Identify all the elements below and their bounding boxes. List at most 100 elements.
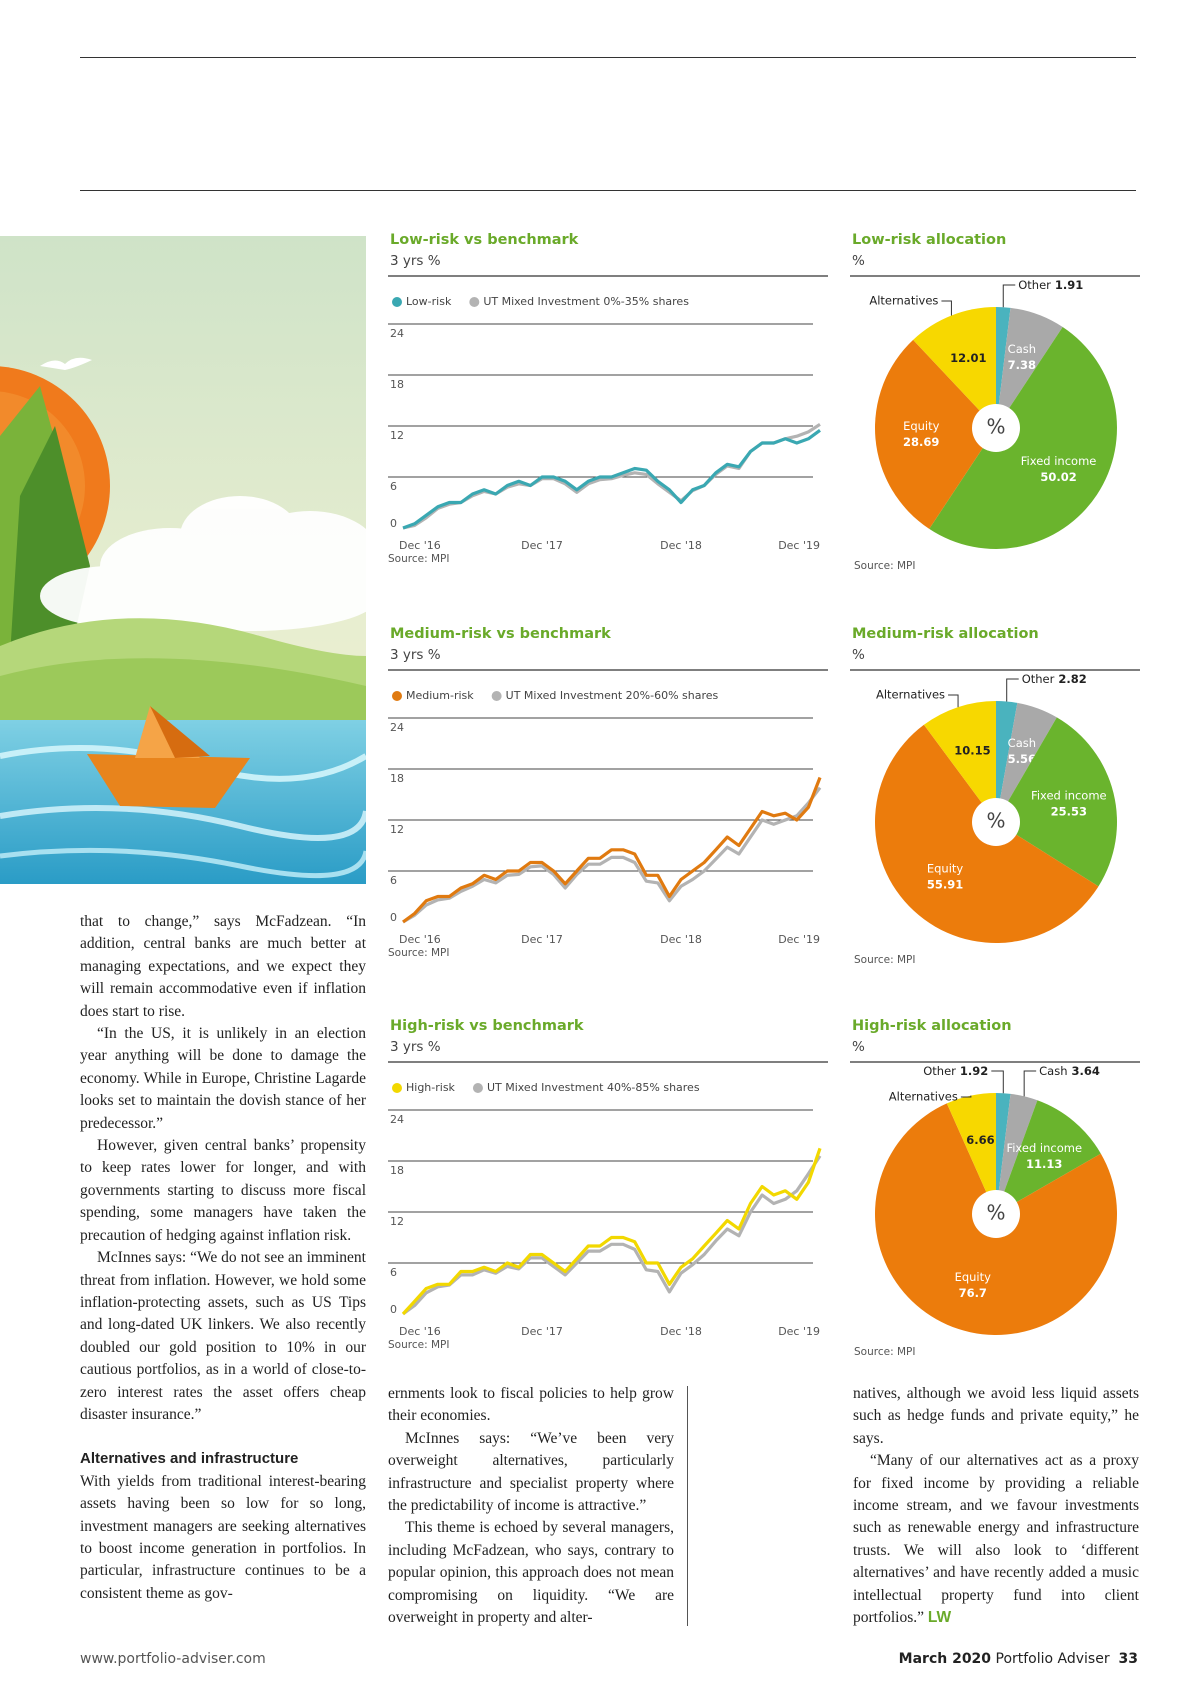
paragraph: However, given central banks’ propensity… — [80, 1137, 366, 1244]
source: Source: MPI — [388, 553, 449, 565]
paragraph: natives, although we avoid less liquid a… — [853, 1385, 1139, 1447]
paragraph: McInnes says: “We do not see an imminent… — [80, 1249, 366, 1423]
leader-line — [948, 694, 959, 708]
header-rule — [80, 190, 1136, 191]
publication: Portfolio Adviser — [995, 1651, 1110, 1667]
chart-title: High-risk allocation — [852, 1018, 1012, 1034]
chart-title: High-risk vs benchmark — [390, 1018, 584, 1034]
slice-name: Fixed income — [1031, 789, 1107, 803]
pie-slice — [946, 1093, 996, 1214]
slice-label: Cash 3.64 — [1039, 1064, 1100, 1078]
slice-value: 7.38 — [1008, 358, 1036, 372]
x-tick-label: Dec '16 — [399, 1325, 441, 1338]
pie-center — [972, 404, 1020, 452]
y-tick-label: 18 — [390, 772, 404, 785]
slice-name: Cash — [1039, 1064, 1067, 1078]
slice-value: 5.56 — [1008, 752, 1036, 766]
slice-value: 55.91 — [927, 878, 963, 892]
slice-name: Fixed income — [1021, 454, 1097, 468]
slice-label: Other 2.82 — [1022, 672, 1087, 686]
legend-label: UT Mixed Investment 0%-35% shares — [483, 295, 689, 308]
slice-name: Equity — [927, 862, 964, 876]
issue-date: March 2020 — [898, 1651, 992, 1667]
legend-swatch — [392, 1083, 402, 1093]
legend-swatch — [392, 691, 402, 701]
illustration — [0, 236, 366, 884]
slice-label: Other 1.91 — [1018, 278, 1083, 292]
legend-label: Low-risk — [406, 295, 452, 308]
signature: LW — [927, 1609, 952, 1627]
paragraph: “In the US, it is unlikely in an electio… — [80, 1025, 366, 1132]
y-tick-label: 24 — [390, 327, 404, 340]
pie-center-label: % — [986, 415, 1005, 439]
slice-value: 76.7 — [959, 1286, 987, 1300]
slice-value: 6.66 — [966, 1133, 994, 1147]
footer-issue: March 2020 Portfolio Adviser 33 — [899, 1651, 1138, 1667]
legend-label: UT Mixed Investment 40%-85% shares — [487, 1081, 700, 1094]
pie-center — [972, 1190, 1020, 1238]
legend-label: Medium-risk — [406, 689, 474, 702]
line-chart: Low-risk vs benchmark 3 yrs % Low-risk UT M… — [388, 232, 828, 565]
legend-swatch — [472, 1083, 483, 1093]
y-tick-label: 0 — [390, 911, 397, 924]
section-heading: Alternatives and infrastructure — [80, 1450, 299, 1468]
slice-value: 12.01 — [950, 351, 986, 365]
y-tick-label: 6 — [390, 1266, 397, 1279]
series-line — [401, 1147, 822, 1316]
pie-slice — [996, 307, 1011, 428]
slice-name: Cash — [1008, 342, 1036, 356]
slice-name: Other — [923, 1064, 956, 1078]
paragraph: “Many of our alternatives act as a proxy… — [853, 1452, 1139, 1627]
leader-line — [941, 300, 952, 316]
slice-label: Other 1.92 — [923, 1064, 988, 1078]
series-line — [402, 776, 822, 924]
x-tick-label: Dec '16 — [399, 539, 441, 552]
slice-value: 50.02 — [1040, 470, 1076, 484]
leader-line — [991, 1070, 1004, 1094]
paragraph: This theme is echoed by several managers… — [388, 1519, 674, 1627]
paragraph: McInnes says: “We’ve been very overweigh… — [388, 1429, 674, 1515]
chart-title: Low-risk vs benchmark — [390, 232, 579, 248]
leader-line — [1006, 678, 1019, 702]
slice-value: 1.92 — [960, 1064, 988, 1078]
series-line — [402, 786, 822, 924]
y-tick-label: 6 — [390, 480, 397, 493]
y-tick-label: 18 — [390, 378, 404, 391]
slice-name: Fixed income — [1006, 1141, 1082, 1155]
y-tick-label: 24 — [390, 721, 404, 734]
pie-slice — [875, 339, 996, 529]
y-tick-label: 18 — [390, 1164, 404, 1177]
pie-slice — [996, 717, 1117, 887]
chart-title: Medium-risk vs benchmark — [390, 626, 611, 642]
page-number: 33 — [1118, 1651, 1138, 1667]
x-tick-label: Dec '19 — [778, 1325, 820, 1338]
x-tick-label: Dec '17 — [521, 1325, 563, 1338]
pie-slice — [913, 307, 996, 428]
pie-slice — [996, 702, 1057, 822]
slice-name: Alternatives — [889, 1090, 958, 1104]
series-line — [402, 1155, 822, 1316]
pie-chart: Medium-risk allocation% Other 2.82 Cash 5.56… — [850, 626, 1140, 966]
pie-slice — [929, 327, 1117, 549]
legend-label: High-risk — [406, 1081, 456, 1094]
legend-swatch — [392, 297, 402, 307]
chart-title: Medium-risk allocation — [852, 626, 1039, 642]
pie-chart: High-risk allocation% Other 1.92 Cash 3.64 Fi… — [850, 1018, 1140, 1358]
pie-slice — [996, 1093, 1038, 1214]
slice-value: 28.69 — [903, 435, 939, 449]
column-rule — [687, 1386, 688, 1626]
text-column: that to change,” says McFadzean. “In add… — [80, 911, 366, 1605]
y-tick-label: 0 — [390, 1303, 397, 1316]
slice-name: Equity — [903, 419, 940, 433]
x-tick-label: Dec '18 — [660, 1325, 702, 1338]
chart-subtitle: % — [852, 647, 865, 663]
slice-name: Equity — [955, 1270, 992, 1284]
y-tick-label: 24 — [390, 1113, 404, 1126]
leader-line — [1002, 284, 1016, 308]
text-column: natives, although we avoid less liquid a… — [853, 1383, 1139, 1629]
slice-name: Cash — [1008, 736, 1036, 750]
paragraph: that to change,” says McFadzean. “In add… — [80, 913, 366, 1020]
footer-url: www.portfolio-adviser.com — [80, 1651, 266, 1667]
series-line — [402, 429, 821, 530]
